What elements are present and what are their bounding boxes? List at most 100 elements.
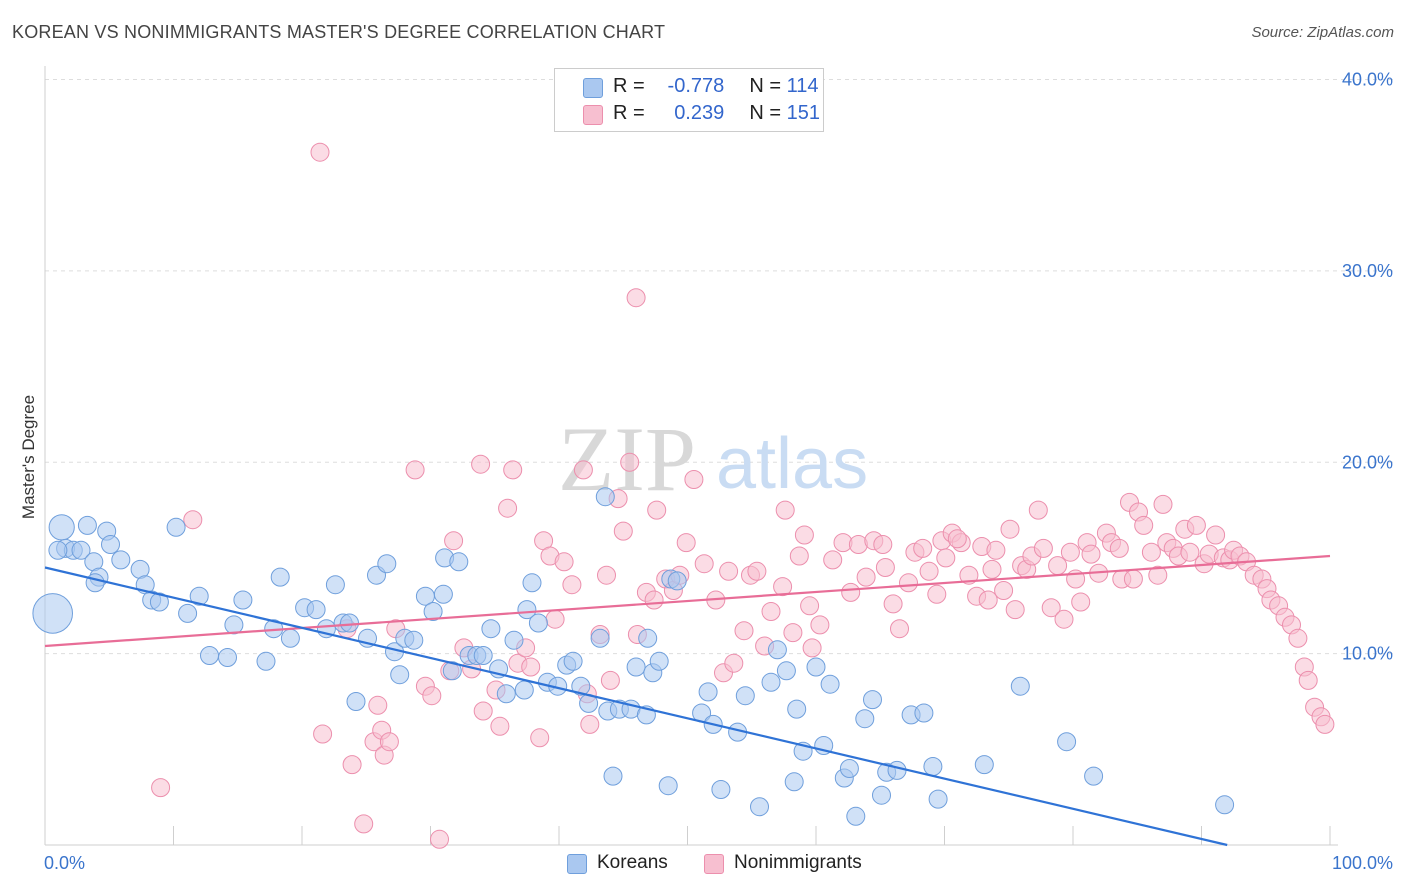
nonimmigrants-point	[802, 638, 822, 658]
koreans-point	[166, 517, 186, 537]
nonimmigrants-point	[644, 590, 664, 610]
correlation-legend: R = -0.778 N = 114 R = 0.239 N = 151	[554, 68, 824, 132]
nonimmigrants-point	[530, 728, 550, 748]
nonimmigrants-point	[1028, 500, 1048, 520]
nonimmigrants-point	[310, 142, 330, 162]
koreans-point	[256, 651, 276, 671]
nonimmigrants-point	[597, 565, 616, 585]
nonimmigrants-point	[354, 814, 374, 834]
koreans-n-label: N =	[749, 75, 782, 97]
koreans-point	[872, 785, 891, 805]
nonimmigrants-point	[1141, 542, 1161, 562]
nonimmigrants-point	[151, 778, 171, 798]
koreans-point	[1010, 676, 1030, 696]
koreans-point	[517, 600, 537, 620]
nonimmigrants-point	[613, 521, 633, 541]
nonimmigrants-point	[1033, 538, 1053, 558]
zipatlas-watermark: ZIP atlas	[558, 408, 868, 510]
nonimmigrants-point	[1180, 542, 1200, 562]
koreans-r-value: -0.778	[667, 75, 725, 97]
nonimmigrants-point	[927, 584, 947, 604]
nonimmigrants-r-label: R =	[613, 102, 645, 124]
koreans-point	[522, 573, 542, 593]
nonimmigrants-point	[1005, 600, 1025, 620]
koreans-point	[787, 699, 807, 719]
y-tick-label: 30.0%	[1342, 261, 1393, 281]
koreans-point	[233, 590, 253, 610]
koreans-point	[504, 630, 524, 650]
koreans-swatch	[583, 78, 603, 98]
koreans-point	[224, 615, 244, 635]
nonimmigrants-point	[883, 594, 903, 614]
source-label: Source: ZipAtlas.com	[1251, 24, 1394, 41]
nonimmigrants-n-label: N =	[749, 102, 782, 124]
koreans-point	[820, 674, 840, 694]
chart-title: KOREAN VS NONIMMIGRANTS MASTER'S DEGREE …	[12, 22, 666, 42]
nonimmigrants-point	[503, 460, 523, 480]
koreans-point	[77, 515, 97, 535]
nonimmigrants-point	[554, 552, 574, 572]
koreans-point	[767, 640, 787, 660]
nonimmigrants-point	[1060, 542, 1080, 562]
koreans-point	[48, 514, 75, 541]
nonimmigrants-legend-swatch	[704, 854, 724, 874]
nonimmigrants-point	[810, 615, 830, 635]
koreans-points	[32, 487, 1235, 826]
nonimmigrants-point	[856, 567, 876, 587]
nonimmigrants-point	[313, 724, 333, 744]
koreans-point	[839, 759, 859, 778]
koreans-point	[32, 593, 73, 634]
koreans-point	[711, 780, 731, 799]
nonimmigrants-point	[498, 498, 518, 518]
nonimmigrants-points	[151, 142, 1335, 849]
koreans-point	[603, 766, 623, 786]
legend-koreans-text: R = -0.778 N = 114	[613, 75, 819, 98]
nonimmigrants-point	[684, 470, 704, 489]
koreans-point	[85, 573, 105, 593]
nonimmigrants-point	[1071, 592, 1091, 612]
nonimmigrants-point	[994, 581, 1014, 600]
nonimmigrants-point	[368, 695, 388, 715]
koreans-point	[481, 619, 501, 639]
koreans-point	[638, 628, 658, 648]
koreans-point	[571, 676, 591, 696]
nonimmigrants-point	[959, 565, 979, 585]
koreans-point	[200, 646, 219, 665]
nonimmigrants-point	[580, 714, 600, 734]
koreans-r-label: R =	[613, 75, 645, 97]
nonimmigrants-point	[379, 732, 399, 752]
nonimmigrants-point	[1123, 569, 1143, 589]
nonimmigrants-point	[783, 623, 803, 643]
y-tick-label: 20.0%	[1342, 452, 1393, 472]
nonimmigrants-point	[1148, 565, 1168, 585]
nonimmigrants-point	[694, 554, 714, 574]
koreans-point	[1084, 766, 1104, 786]
koreans-point	[761, 672, 781, 692]
x-tick-label-min: 0.0%	[44, 853, 85, 873]
nonimmigrants-point	[890, 619, 909, 639]
nonimmigrants-point	[913, 538, 933, 558]
nonimmigrants-point	[875, 558, 895, 577]
nonimmigrants-point	[183, 510, 203, 530]
nonimmigrants-point	[789, 546, 809, 566]
koreans-point	[1215, 795, 1235, 815]
nonimmigrants-point	[1081, 544, 1101, 564]
nonimmigrants-point	[794, 525, 814, 545]
nonimmigrants-point	[626, 288, 646, 308]
koreans-point	[449, 552, 469, 572]
koreans-point	[270, 567, 290, 587]
nonimmigrants-point	[1048, 556, 1068, 576]
koreans-point	[649, 651, 669, 671]
nonimmigrants-point	[919, 561, 939, 581]
nonimmigrants-point	[490, 716, 510, 736]
nonimmigrants-point	[986, 540, 1006, 560]
koreans-point	[1057, 732, 1077, 752]
nonimmigrants-point	[600, 670, 620, 690]
nonimmigrants-point	[1000, 519, 1020, 539]
nonimmigrants-point	[773, 577, 793, 597]
koreans-point	[189, 586, 209, 606]
nonimmigrants-point	[473, 701, 493, 721]
nonimmigrants-point	[1288, 628, 1308, 648]
koreans-point	[590, 628, 610, 648]
